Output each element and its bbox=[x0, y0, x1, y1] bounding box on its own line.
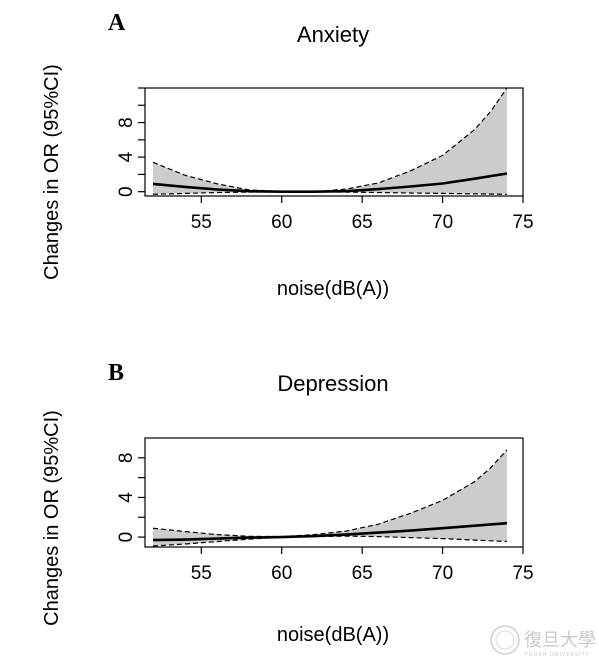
x-axis-title-a: noise(dB(A)) bbox=[277, 278, 389, 300]
estimate-line-b bbox=[152, 521, 508, 542]
watermark-text: 復旦大學 bbox=[524, 630, 596, 651]
x-axis-title-b: noise(dB(A)) bbox=[277, 624, 389, 646]
y-tick-label-a-4: 4 bbox=[116, 151, 137, 162]
watermark-subtext: FUDAN UNIVERSITY bbox=[525, 652, 590, 658]
panel-label-b: B bbox=[108, 360, 124, 386]
plot-frame-a bbox=[144, 87, 524, 197]
chart-title-depression: Depression bbox=[277, 371, 388, 396]
x-tick-label-b-70: 70 bbox=[432, 563, 453, 584]
y-tick-label-a-8: 8 bbox=[116, 117, 137, 128]
ci-band-a bbox=[153, 88, 507, 195]
university-watermark: 復旦大學 FUDAN UNIVERSITY bbox=[490, 625, 596, 658]
x-tick-label-b-65: 65 bbox=[352, 563, 373, 584]
upper-ci-line-b bbox=[152, 449, 508, 538]
panel-label-a: A bbox=[108, 10, 126, 36]
estimate-line-a bbox=[152, 172, 508, 193]
x-tick-label-b-60: 60 bbox=[271, 563, 292, 584]
x-tick-label-b-55: 55 bbox=[191, 563, 212, 584]
x-tick-label-a-60: 60 bbox=[271, 212, 292, 233]
y-tick-label-b-0: 0 bbox=[116, 532, 137, 543]
y-axis-title-b: Changes in OR (95%CI) bbox=[41, 410, 63, 626]
plot-area-a: 55 60 65 70 75 0 4 8 bbox=[116, 87, 534, 233]
chart-title-anxiety: Anxiety bbox=[297, 22, 369, 47]
plot-area-b: 55 60 65 70 75 0 4 8 bbox=[116, 437, 534, 584]
y-tick-label-b-8: 8 bbox=[116, 453, 137, 464]
y-tick-label-b-4: 4 bbox=[116, 492, 137, 503]
y-tick-label-a-0: 0 bbox=[116, 186, 137, 197]
panel-a: A Anxiety 55 60 65 70 75 0 4 8 noise(dB(A)) Cha… bbox=[41, 10, 534, 300]
plot-frame-b bbox=[144, 437, 524, 548]
x-tick-label-a-75: 75 bbox=[512, 212, 533, 233]
y-axis-title-a: Changes in OR (95%CI) bbox=[41, 64, 63, 280]
ci-band-b bbox=[153, 449, 507, 546]
x-tick-label-a-55: 55 bbox=[191, 212, 212, 233]
x-tick-label-b-75: 75 bbox=[512, 563, 533, 584]
x-tick-label-a-65: 65 bbox=[352, 212, 373, 233]
upper-ci-line-a bbox=[152, 87, 508, 193]
university-seal-icon bbox=[490, 625, 520, 655]
x-tick-label-a-70: 70 bbox=[432, 212, 453, 233]
